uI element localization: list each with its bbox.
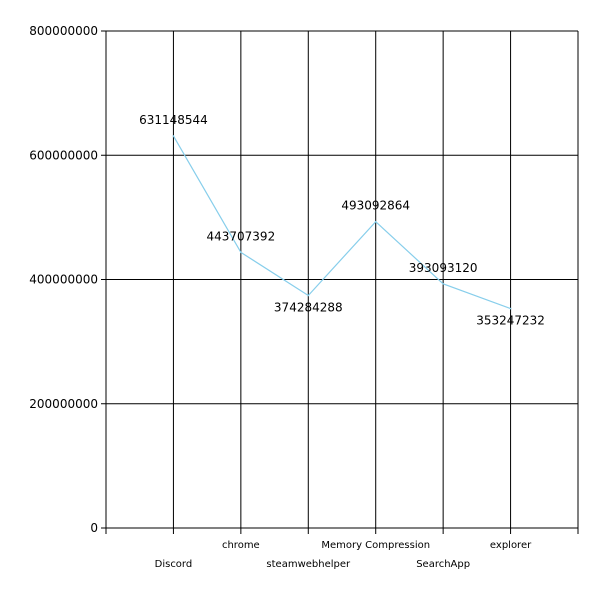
y-tick-label: 600000000 [29, 148, 98, 162]
x-tick-label: chrome [222, 540, 260, 551]
series [172, 135, 512, 310]
data-point [442, 282, 444, 285]
x-tick-label: SearchApp [416, 559, 470, 570]
y-tick-label: 0 [90, 521, 98, 535]
data-label: 353247232 [476, 314, 545, 328]
data-point [240, 251, 242, 254]
x-tick-label: steamwebhelper [266, 559, 351, 570]
data-label: 393093120 [409, 261, 478, 275]
x-tick-label: Discord [155, 559, 193, 570]
y-tick-label: 400000000 [29, 273, 98, 287]
data-label: 374284288 [274, 300, 343, 314]
data-point [307, 294, 310, 297]
x-tick-label: Memory Compression [321, 540, 430, 551]
data-point [509, 307, 512, 310]
axes: 0 200000000 400000000 600000000 800000000 Dis… [29, 24, 579, 570]
data-label: 493092864 [341, 199, 410, 213]
y-tick-label: 200000000 [29, 397, 98, 411]
y-tick-label: 800000000 [29, 24, 98, 38]
data-point [374, 220, 377, 223]
data-point [172, 135, 175, 137]
x-tick-label: explorer [490, 540, 532, 551]
data-label: 443707392 [206, 229, 275, 243]
series-line [172, 135, 511, 310]
labels: 631148544 443707392 374284288 493092864 3930… [139, 113, 545, 328]
data-label: 631148544 [139, 113, 208, 127]
grid-lines [105, 30, 579, 529]
